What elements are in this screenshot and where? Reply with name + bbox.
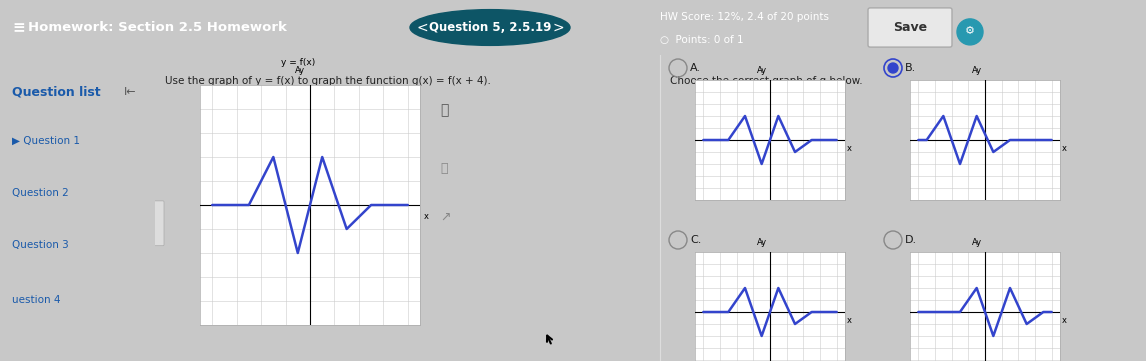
FancyBboxPatch shape bbox=[154, 201, 164, 246]
Text: >: > bbox=[554, 21, 565, 35]
Text: Ay: Ay bbox=[972, 66, 982, 75]
Text: A.: A. bbox=[690, 63, 701, 73]
Text: Question 2: Question 2 bbox=[11, 188, 69, 198]
Text: 🔍: 🔍 bbox=[440, 103, 448, 117]
Text: Ay: Ay bbox=[972, 238, 982, 247]
Text: x: x bbox=[847, 144, 851, 153]
Circle shape bbox=[888, 63, 898, 73]
Text: Question 3: Question 3 bbox=[11, 240, 69, 250]
Text: ⚙: ⚙ bbox=[965, 26, 975, 36]
Text: Ay: Ay bbox=[756, 66, 767, 75]
Text: ≡: ≡ bbox=[11, 20, 25, 35]
Text: Save: Save bbox=[893, 21, 927, 34]
Text: C.: C. bbox=[690, 235, 701, 245]
FancyBboxPatch shape bbox=[868, 8, 952, 47]
Text: Ay: Ay bbox=[756, 238, 767, 247]
Text: I←: I← bbox=[124, 87, 136, 97]
Text: 🔍: 🔍 bbox=[440, 162, 447, 175]
Text: Question 5, 2.5.19: Question 5, 2.5.19 bbox=[429, 21, 551, 34]
Text: ○  Points: 0 of 1: ○ Points: 0 of 1 bbox=[660, 35, 744, 45]
Text: Homework: Section 2.5 Homework: Homework: Section 2.5 Homework bbox=[28, 21, 286, 34]
Text: HW Score: 12%, 2.4 of 20 points: HW Score: 12%, 2.4 of 20 points bbox=[660, 12, 829, 22]
Text: B.: B. bbox=[905, 63, 917, 73]
Text: x: x bbox=[847, 316, 851, 325]
Text: Use the graph of y = f(x) to graph the function g(x) = f(x + 4).: Use the graph of y = f(x) to graph the f… bbox=[165, 77, 490, 86]
Text: ▶ Question 1: ▶ Question 1 bbox=[11, 136, 80, 146]
Text: uestion 4: uestion 4 bbox=[11, 295, 61, 305]
Text: y = f(x): y = f(x) bbox=[281, 58, 315, 67]
Ellipse shape bbox=[410, 10, 570, 45]
Circle shape bbox=[957, 19, 983, 45]
Text: <: < bbox=[417, 21, 429, 35]
Text: Ay: Ay bbox=[295, 66, 305, 75]
Text: x: x bbox=[424, 212, 429, 221]
Text: Choose the correct graph of g below.: Choose the correct graph of g below. bbox=[670, 77, 863, 86]
Text: Question list: Question list bbox=[11, 85, 101, 98]
Text: x: x bbox=[1061, 144, 1067, 153]
Text: D.: D. bbox=[905, 235, 917, 245]
Text: x: x bbox=[1061, 316, 1067, 325]
Text: ↗: ↗ bbox=[440, 211, 450, 224]
